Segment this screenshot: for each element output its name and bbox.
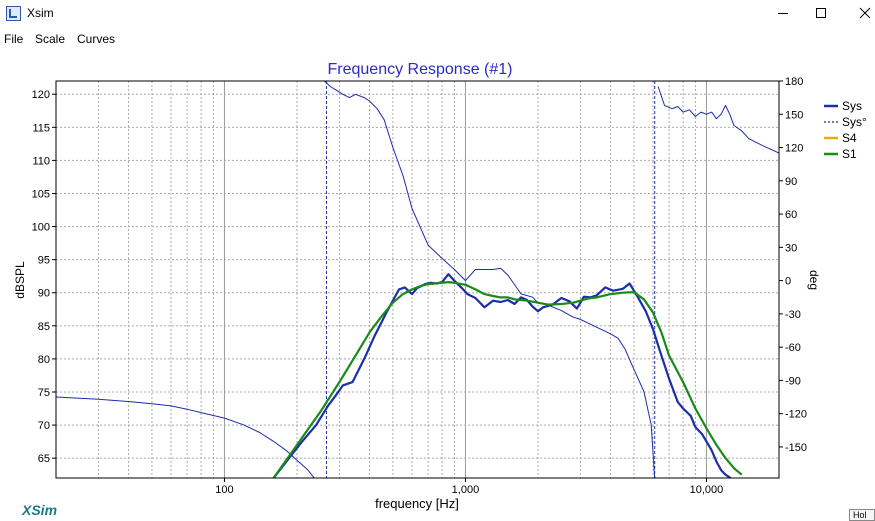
menu-curves[interactable]: Curves: [77, 32, 116, 46]
y-tick-label: 110: [32, 155, 50, 167]
y-tick-label: 70: [38, 420, 50, 432]
y2-tick-label: 60: [785, 209, 797, 221]
legend-label: S1: [842, 147, 857, 161]
minimize-button[interactable]: [760, 0, 806, 28]
close-button[interactable]: [842, 0, 875, 28]
series-line-S1: [272, 281, 743, 478]
xsim-brand: XSim: [21, 502, 57, 518]
plot-frame: [55, 80, 780, 479]
y-tick-label: 120: [32, 89, 50, 101]
curves: [56, 81, 779, 478]
series-line-Sys°: [56, 81, 779, 478]
y2-tick-label: -90: [785, 375, 801, 387]
x-axis-label: frequency [Hz]: [375, 496, 459, 511]
y2-tick-label: -30: [785, 309, 801, 321]
legend-label: Sys: [842, 99, 862, 113]
legend-label: Sys°: [842, 115, 867, 129]
y-tick-label: 95: [38, 255, 50, 267]
y2-tick-label: -120: [785, 409, 807, 421]
x-tick-label: 1,000: [452, 484, 480, 496]
window-title: Xsim: [27, 6, 54, 20]
grid: [56, 81, 779, 478]
frequency-response-chart[interactable]: 65 70 75 80 85 90 95 100 105 110 115 120 -150 -120 -90…: [0, 48, 875, 521]
close-icon: [859, 7, 871, 19]
chart-title: Frequency Response (#1): [328, 61, 513, 78]
x-tick-label: 10,000: [690, 484, 724, 496]
menu-bar: File Scale Curves: [0, 30, 875, 48]
maximize-icon: [816, 8, 826, 18]
y-tick-label: 90: [38, 288, 50, 300]
y2-tick-label: 120: [785, 143, 803, 155]
y-tick-label: 80: [38, 354, 50, 366]
xsim-app-icon: [6, 6, 21, 21]
y2-tick-label: 150: [785, 109, 803, 121]
y2-tick-label: 90: [785, 176, 797, 188]
x-tick-label: 100: [215, 484, 233, 496]
legend: Sys Sys° S4 S1: [824, 99, 867, 161]
y-axis-label: dBSPL: [13, 261, 27, 299]
y-tick-label: 65: [38, 453, 50, 465]
maximize-button[interactable]: [798, 0, 844, 28]
y-tick-label: 115: [32, 122, 50, 134]
y-tick-label: 100: [32, 222, 50, 234]
y-tick-label: 85: [38, 321, 50, 333]
menu-file[interactable]: File: [4, 32, 24, 46]
menu-scale[interactable]: Scale: [35, 32, 66, 46]
ticks: 65 70 75 80 85 90 95 100 105 110 115 120 -150 -120 -90…: [32, 76, 807, 496]
y2-tick-label: 180: [785, 76, 803, 88]
y-tick-label: 75: [38, 387, 50, 399]
legend-label: S4: [842, 131, 857, 145]
title-bar: Xsim: [0, 0, 875, 28]
status-box: Hol: [849, 509, 875, 521]
y2-tick-label: 0: [785, 276, 791, 288]
y2-tick-label: 30: [785, 242, 797, 254]
y2-axis-label: deg: [807, 270, 821, 290]
y2-tick-label: -150: [785, 442, 807, 454]
y2-tick-label: -60: [785, 342, 801, 354]
y-tick-label: 105: [32, 188, 50, 200]
